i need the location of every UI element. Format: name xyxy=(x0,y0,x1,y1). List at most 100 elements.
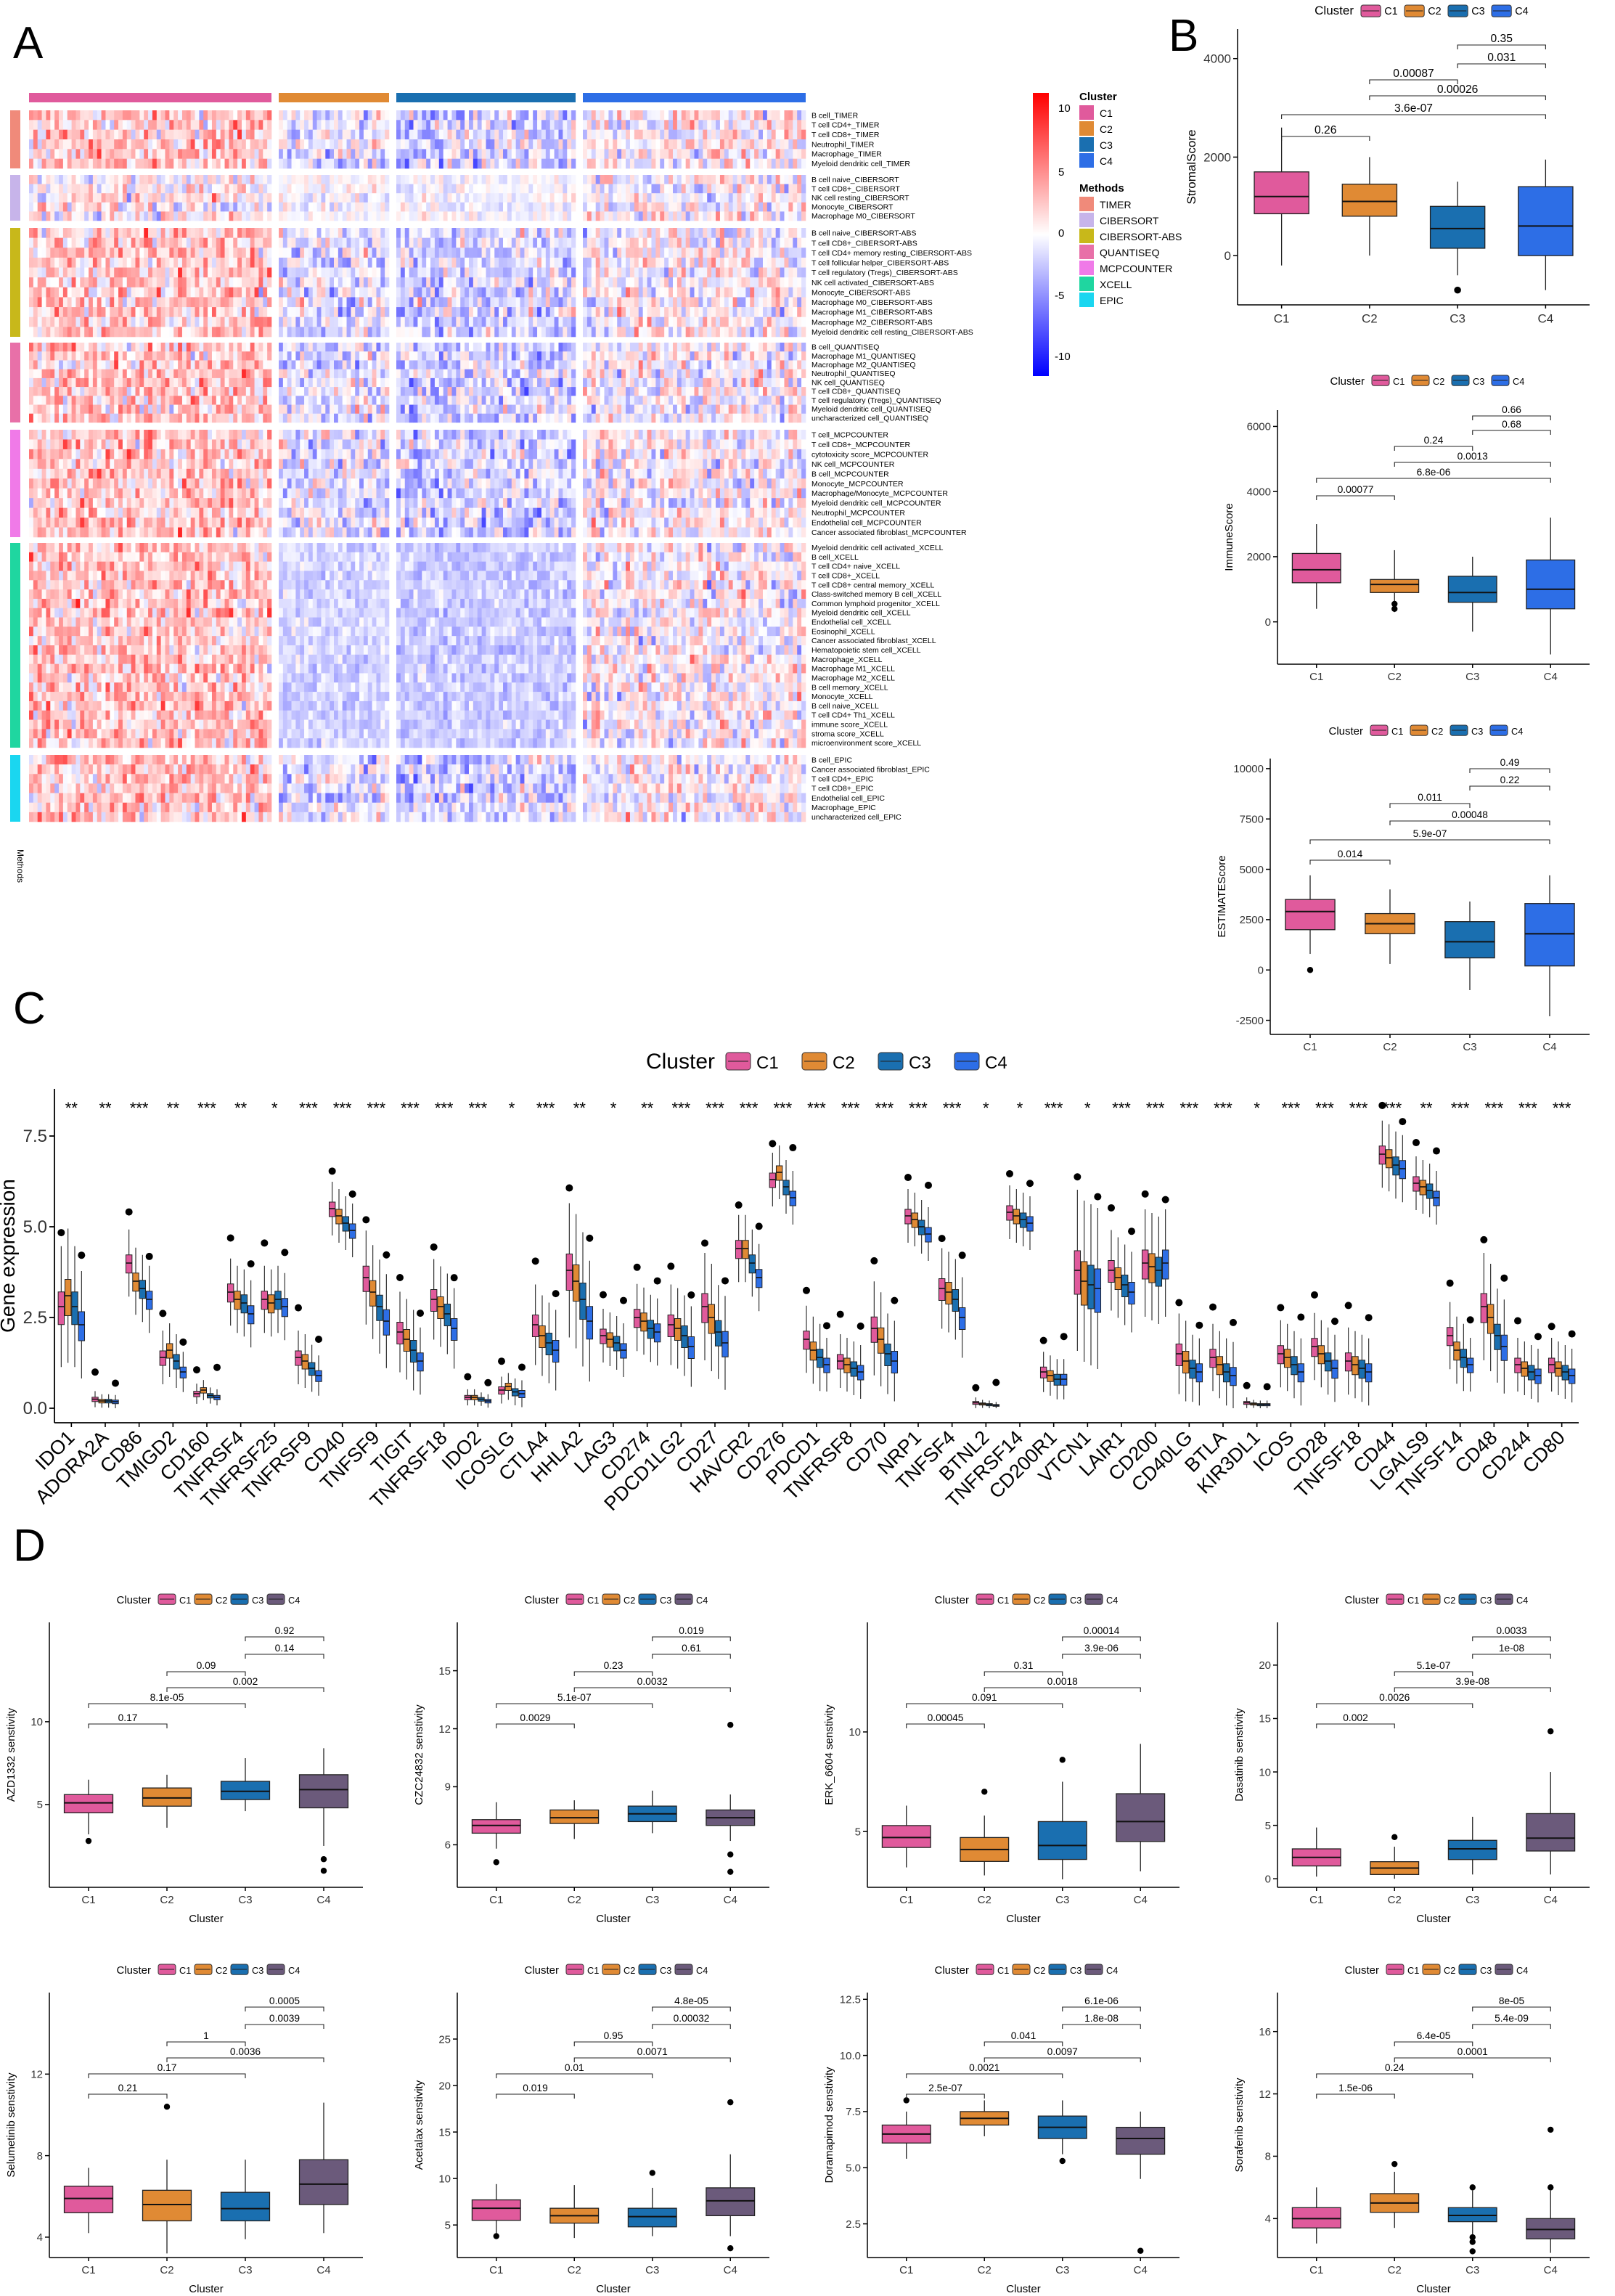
heatmap-cell xyxy=(613,360,618,369)
heatmap-cell xyxy=(342,248,347,258)
heatmap-cell xyxy=(203,369,208,379)
heatmap-cell xyxy=(762,202,768,212)
heatmap-cell xyxy=(690,139,695,150)
heatmap-cell xyxy=(267,277,272,288)
heatmap-cell xyxy=(267,351,272,361)
heatmap-cell xyxy=(118,149,123,159)
heatmap-cell xyxy=(173,139,179,150)
heatmap-cell xyxy=(241,316,247,327)
heatmap-cell xyxy=(732,307,737,318)
heatmap-cell xyxy=(254,237,259,248)
heatmap-cell xyxy=(54,369,60,379)
heatmap-cell xyxy=(698,307,703,318)
heatmap-cell xyxy=(558,193,563,203)
heatmap-cell xyxy=(71,343,76,352)
heatmap-cell xyxy=(724,287,729,298)
heatmap-cell xyxy=(173,228,179,238)
heatmap-cell xyxy=(451,193,457,203)
heatmap-cell xyxy=(144,139,149,150)
heatmap-cell xyxy=(613,297,618,308)
heatmap-cell xyxy=(148,316,153,327)
heatmap-cell xyxy=(481,211,486,221)
heatmap-cell xyxy=(456,257,461,268)
heatmap-cell xyxy=(554,110,559,120)
heatmap-cell xyxy=(400,202,406,212)
heatmap-cell xyxy=(224,387,229,396)
heatmap-cell xyxy=(216,228,221,238)
heatmap-cell xyxy=(254,377,259,388)
heatmap-cell xyxy=(524,343,529,352)
heatmap-cell xyxy=(494,351,499,361)
heatmap-cell xyxy=(105,248,110,258)
heatmap-cell xyxy=(651,110,656,120)
heatmap-cell xyxy=(139,110,144,120)
heatmap-cell xyxy=(669,193,674,203)
heatmap-cell xyxy=(486,110,491,120)
heatmap-cell xyxy=(156,287,161,298)
heatmap-cell xyxy=(169,267,174,278)
heatmap-cell xyxy=(490,387,495,396)
heatmap-cell xyxy=(600,297,605,308)
heatmap-cell xyxy=(434,139,440,150)
heatmap-cell xyxy=(308,175,314,184)
heatmap-cell xyxy=(681,193,686,203)
heatmap-cell xyxy=(426,158,431,169)
heatmap-cell xyxy=(359,139,364,150)
heatmap-cell xyxy=(118,228,123,238)
heatmap-cell xyxy=(651,267,656,278)
heatmap-cell xyxy=(380,307,385,318)
heatmap-cell xyxy=(203,175,208,184)
heatmap-cell xyxy=(567,139,572,150)
heatmap-cell xyxy=(716,193,721,203)
heatmap-cell xyxy=(477,193,482,203)
heatmap-cell xyxy=(287,257,292,268)
heatmap-cell xyxy=(558,327,563,338)
heatmap-cell xyxy=(203,110,208,120)
heatmap-cell xyxy=(33,110,38,120)
heatmap-cell xyxy=(233,228,238,238)
heatmap-cell xyxy=(178,377,183,388)
heatmap-cell xyxy=(694,175,699,184)
heatmap-cell xyxy=(46,369,51,379)
heatmap-cell xyxy=(67,237,72,248)
heatmap-cell xyxy=(385,149,390,159)
heatmap-cell xyxy=(152,257,158,268)
heatmap-cell xyxy=(797,149,802,159)
heatmap-cell xyxy=(520,297,525,308)
heatmap-cell xyxy=(338,360,343,369)
heatmap-cell xyxy=(300,110,305,120)
heatmap-cell xyxy=(672,228,678,238)
heatmap-cell xyxy=(321,149,326,159)
heatmap-cell xyxy=(793,387,798,396)
heatmap-cell xyxy=(250,387,255,396)
heatmap-cell xyxy=(46,193,51,203)
heatmap-cell xyxy=(29,129,34,140)
heatmap-cell xyxy=(245,175,250,184)
heatmap-cell xyxy=(59,257,64,268)
heatmap-cell xyxy=(724,360,729,369)
heatmap-cell xyxy=(541,184,547,194)
heatmap-cell xyxy=(477,327,482,338)
heatmap-cell xyxy=(148,387,153,396)
heatmap-cell xyxy=(600,129,605,140)
heatmap-cell xyxy=(367,277,372,288)
heatmap-cell xyxy=(148,297,153,308)
heatmap-cell xyxy=(642,158,647,169)
heatmap-cell xyxy=(456,202,461,212)
heatmap-cell xyxy=(430,211,436,221)
heatmap-cell xyxy=(499,316,504,327)
heatmap-cell xyxy=(325,202,330,212)
heatmap-cell xyxy=(316,175,322,184)
heatmap-cell xyxy=(400,327,406,338)
heatmap-cell xyxy=(287,297,292,308)
heatmap-cell xyxy=(647,277,652,288)
heatmap-cell xyxy=(156,120,161,130)
heatmap-cell xyxy=(669,149,674,159)
heatmap-cell xyxy=(780,248,785,258)
heatmap-cell xyxy=(499,211,504,221)
heatmap-cell xyxy=(797,277,802,288)
heatmap-cell xyxy=(434,360,440,369)
heatmap-cell xyxy=(499,307,504,318)
heatmap-cell xyxy=(655,228,661,238)
heatmap-cell xyxy=(797,237,802,248)
